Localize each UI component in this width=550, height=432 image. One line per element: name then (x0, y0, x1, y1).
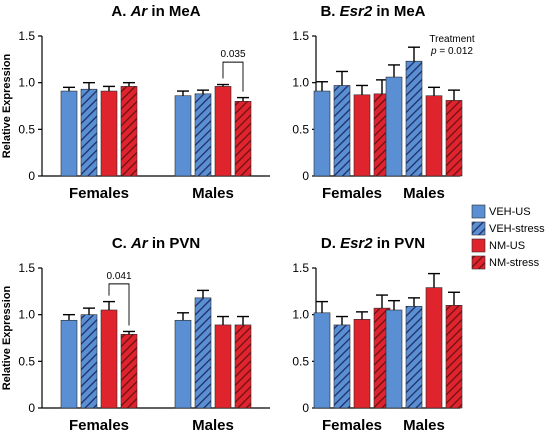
significance-bracket (222, 61, 244, 92)
y-tick-label: 0 (302, 401, 309, 415)
group-label: Males (403, 417, 445, 432)
y-tick-label: 0.5 (18, 122, 35, 136)
y-tick-label: 1.5 (292, 29, 309, 43)
y-tick-label: 0 (28, 401, 35, 415)
bar-nm-stress (445, 100, 463, 177)
bar-veh-stress (405, 60, 423, 177)
significance-label: 0.035 (220, 49, 245, 60)
group-label: Females (69, 417, 129, 432)
group-label: Females (69, 185, 129, 202)
y-tick-label: 1.5 (18, 29, 35, 43)
bar-veh-stress (194, 93, 212, 177)
bar-nm-stress (120, 86, 138, 177)
treatment-p-value: p = 0.012 (430, 46, 473, 57)
bar-veh-stress (333, 324, 351, 409)
bar-nm-us (100, 90, 118, 177)
legend-label: VEH-stress (489, 223, 545, 235)
bar-veh-stress (80, 88, 98, 177)
panel-b: B. Esr2 in MeA 0 0.5 1.0 1.5 Females Males Trea… (292, 3, 475, 202)
y-tick-label: 1.0 (292, 308, 309, 322)
y-tick-label: 1.5 (292, 261, 309, 275)
group-label: Females (322, 417, 382, 432)
significance-bracket (108, 283, 130, 326)
bar-veh-stress (405, 305, 423, 409)
group-label: Males (192, 417, 234, 432)
bar-veh-us (313, 312, 331, 409)
bar-nm-us (214, 324, 232, 409)
bar-nm-stress (234, 324, 252, 409)
group-label: Males (192, 185, 234, 202)
y-axis-label: Relative Expression (1, 53, 13, 158)
y-tick-label: 1.0 (292, 76, 309, 90)
legend: VEH-US VEH-stress NM-US NM-stress (471, 204, 545, 270)
panel-c: C. Ar in PVN 0 0.5 1.0 1.5 Relative Expressio… (1, 235, 270, 432)
bar-veh-us (60, 319, 78, 409)
bar-nm-us (425, 95, 443, 177)
group-label: Males (403, 185, 445, 202)
y-tick-label: 1.0 (18, 76, 35, 90)
legend-swatch (471, 221, 486, 236)
bar-nm-us (425, 287, 443, 409)
bar-veh-us (313, 90, 331, 177)
group-label: Females (322, 185, 382, 202)
bar-nm-stress (445, 305, 463, 409)
legend-swatch (471, 204, 486, 219)
bar-nm-us (353, 94, 371, 177)
panel-title: C. Ar in PVN (112, 235, 200, 252)
bar-nm-us (100, 309, 118, 409)
bar-veh-us (385, 76, 403, 177)
panel-title: D. Esr2 in PVN (321, 235, 425, 252)
panels: A. Ar in MeA 0 0.5 1.0 1.5 Relative Expressio… (1, 3, 475, 432)
legend-swatch (471, 255, 486, 270)
bar-veh-stress (80, 314, 98, 409)
panel-d: D. Esr2 in PVN 0 0.5 1.0 1.5 Females Males (292, 235, 463, 432)
bar-nm-us (353, 319, 371, 409)
bar-veh-stress (333, 85, 351, 177)
y-tick-label: 1.5 (18, 261, 35, 275)
treatment-note: Treatment (429, 34, 474, 45)
legend-swatch (471, 238, 486, 253)
y-tick-label: 0.5 (18, 354, 35, 368)
bar-nm-stress (120, 333, 138, 409)
bar-veh-us (174, 95, 192, 177)
panel-title: A. Ar in MeA (111, 3, 200, 20)
y-tick-label: 0 (302, 169, 309, 183)
significance-label: 0.041 (106, 271, 131, 282)
bar-nm-us (214, 86, 232, 177)
y-tick-label: 0 (28, 169, 35, 183)
legend-label: VEH-US (489, 206, 531, 218)
panel-title: B. Esr2 in MeA (320, 3, 425, 20)
bar-veh-us (385, 309, 403, 409)
y-tick-label: 0.5 (292, 354, 309, 368)
bar-nm-stress (234, 101, 252, 177)
bar-veh-us (60, 90, 78, 177)
y-axis-label: Relative Expression (1, 285, 13, 390)
y-tick-label: 0.5 (292, 122, 309, 136)
legend-label: NM-US (489, 240, 525, 252)
y-tick-label: 1.0 (18, 308, 35, 322)
panel-a: A. Ar in MeA 0 0.5 1.0 1.5 Relative Expressio… (1, 3, 270, 202)
bar-veh-us (174, 319, 192, 409)
bar-veh-stress (194, 297, 212, 409)
legend-label: NM-stress (489, 257, 540, 269)
